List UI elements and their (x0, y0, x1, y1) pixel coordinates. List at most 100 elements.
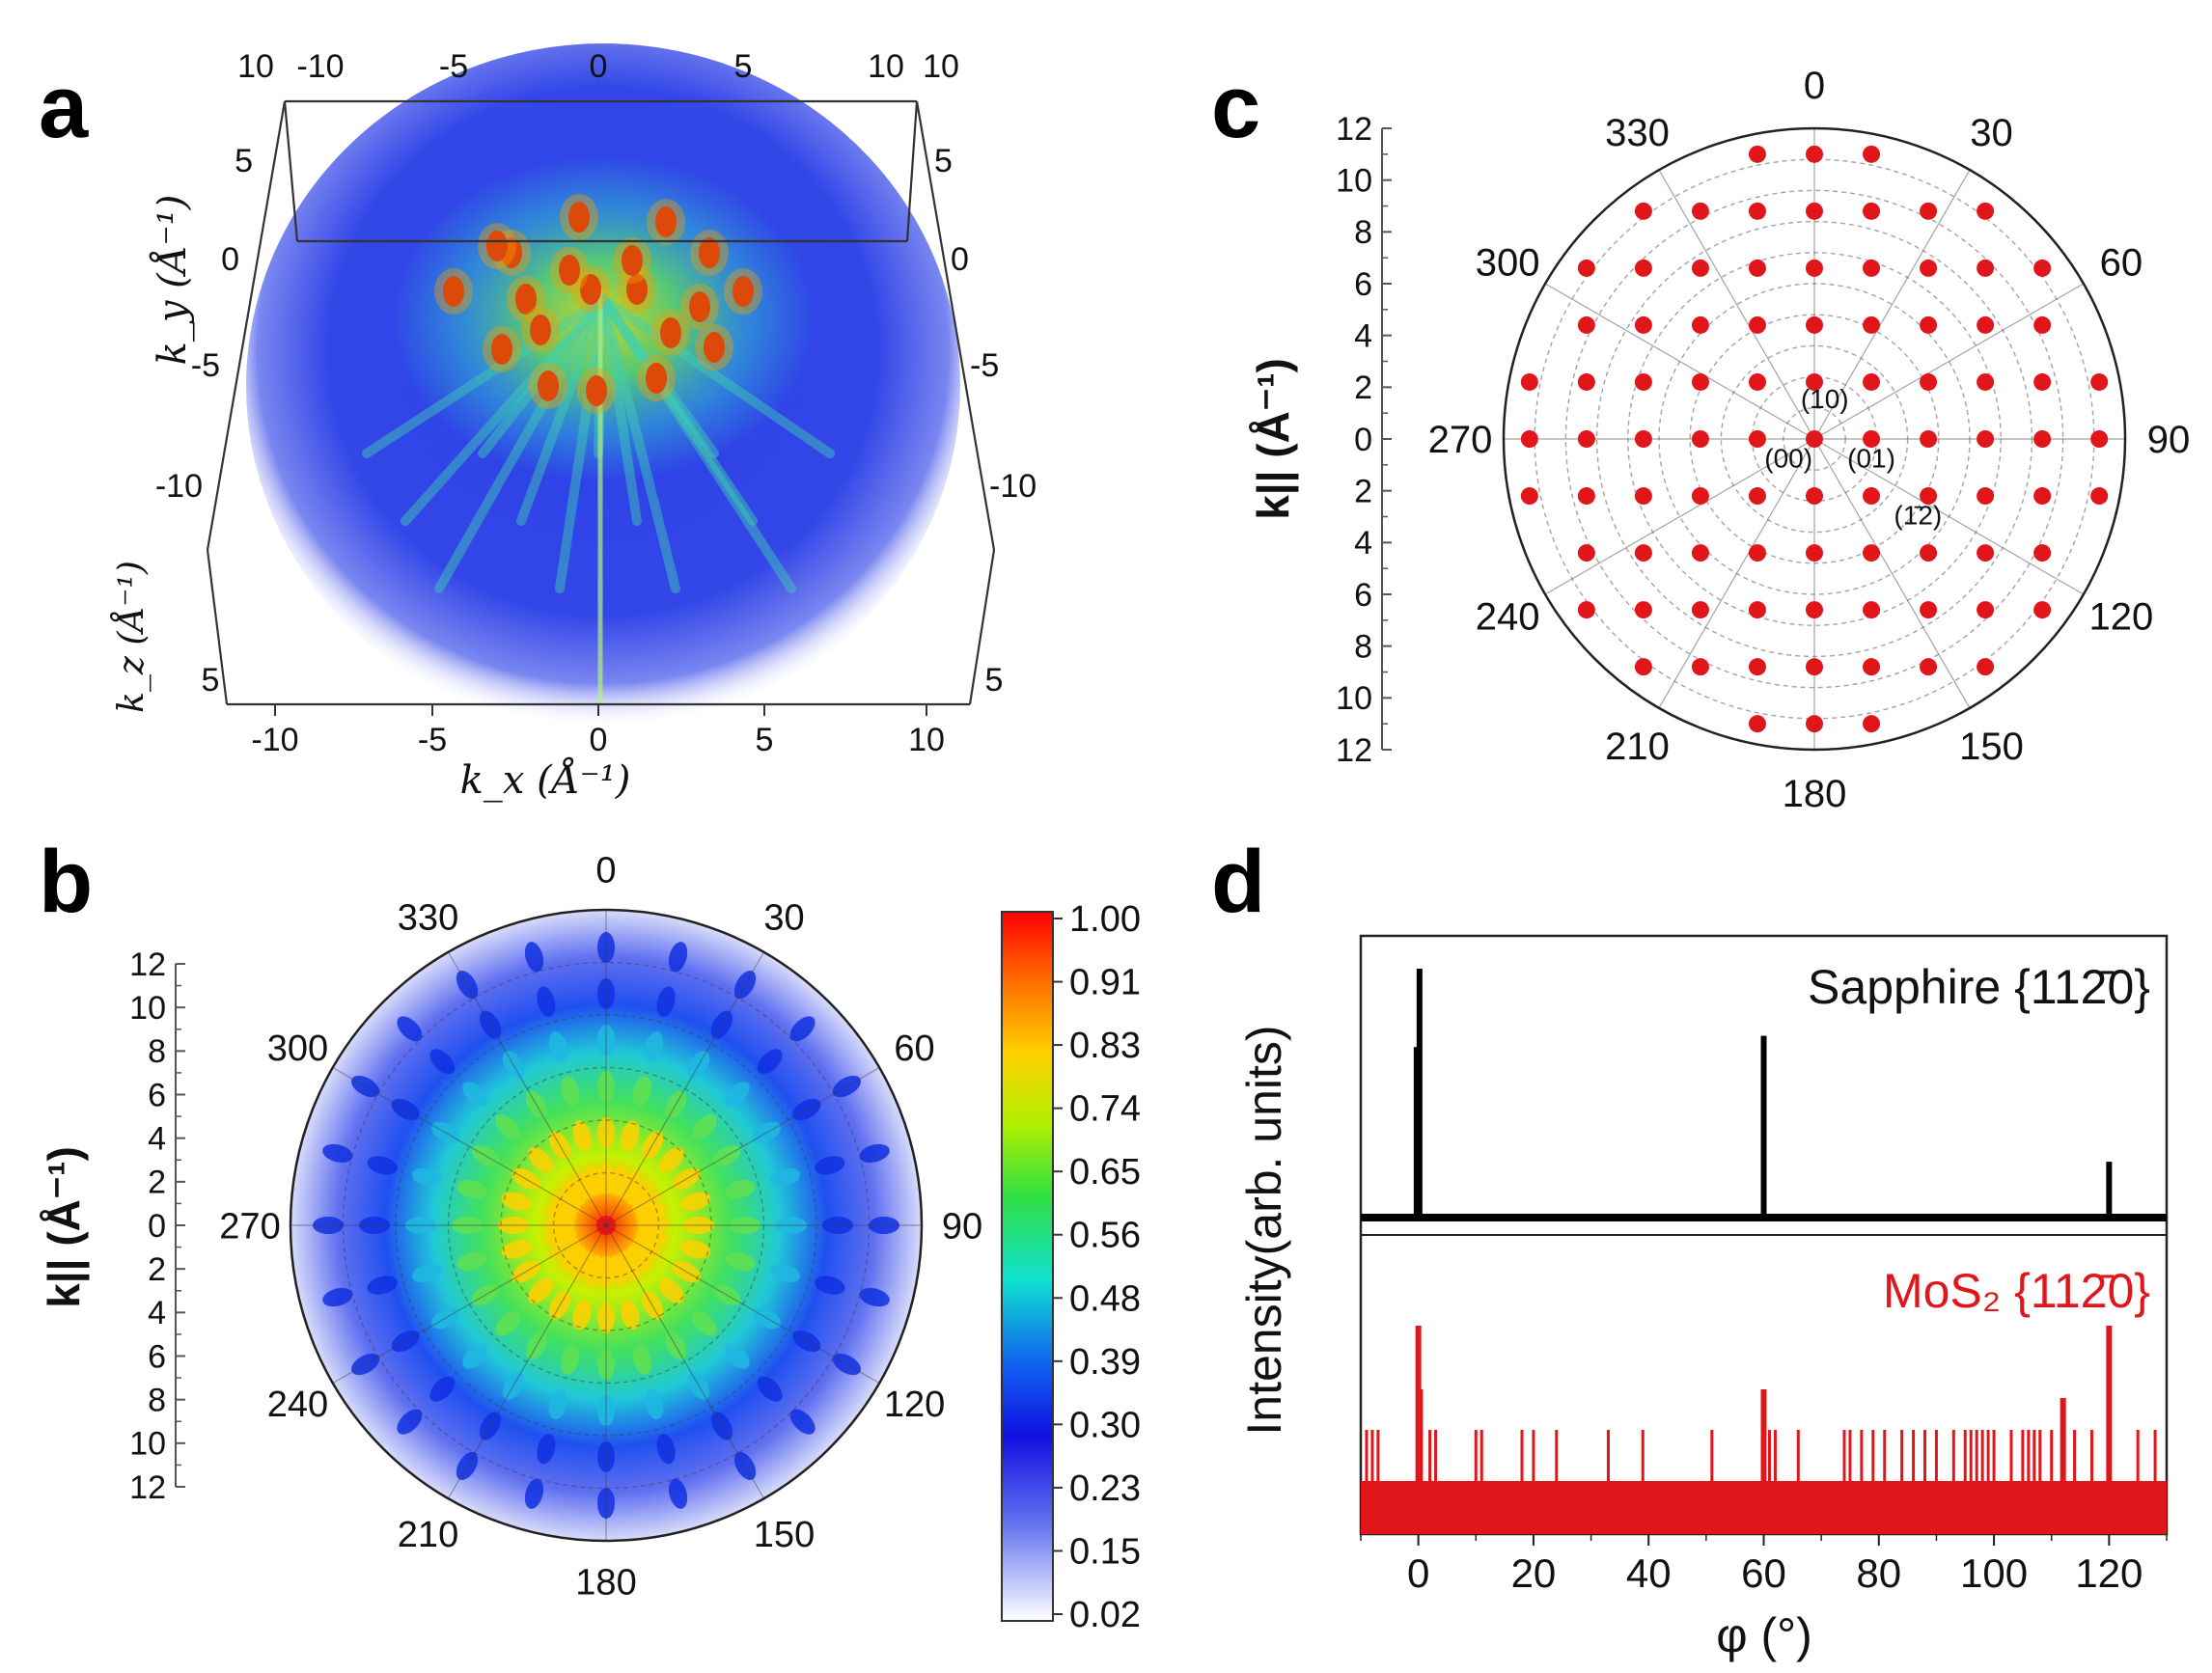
grid-ring (447, 1066, 765, 1385)
heatmap-spot (668, 1478, 688, 1509)
k-axis-tick-label: 6 (1354, 577, 1372, 614)
heatmap-spot (548, 1388, 567, 1420)
grid-spoke (447, 951, 607, 1226)
x-tick-label: 80 (1856, 1550, 1901, 1596)
streak (598, 294, 835, 458)
heatmap-spot (548, 1291, 571, 1320)
angle-label: 210 (398, 1515, 458, 1555)
mos2-noise-spike (1479, 1430, 1483, 1481)
heatmap-spot (724, 1343, 750, 1369)
colorbar-tick-label: 0.23 (1069, 1468, 1141, 1509)
heatmap-spot (359, 1217, 390, 1234)
box-frame (206, 99, 996, 706)
ky-tick-label-left: -5 (191, 347, 220, 384)
ky-tick-label-left: 5 (235, 143, 253, 179)
heatmap-spot (710, 1412, 733, 1440)
k-axis-tick-label: 4 (148, 1295, 166, 1331)
heatmap-spot (597, 1395, 615, 1426)
heatmap-spot (792, 1098, 821, 1121)
heatmap-spot (411, 1264, 443, 1283)
lattice-spot (1634, 658, 1652, 676)
angle-label: 330 (1605, 112, 1670, 154)
k-axis-tick-label: 10 (129, 990, 166, 1027)
heatmap-spot (405, 1217, 436, 1234)
hot-spot-halo (507, 276, 545, 322)
heatmap-spot (471, 1283, 500, 1306)
lattice-spot (2033, 430, 2052, 448)
heatmap-spot (691, 1310, 717, 1336)
heatmap-spots (313, 932, 899, 1519)
streak (598, 294, 642, 526)
heatmap-spot (502, 1371, 525, 1400)
streak (555, 294, 608, 593)
lattice-spot (1748, 259, 1766, 277)
lattice-spot (1806, 544, 1823, 562)
heatmap-spot (691, 1114, 717, 1140)
lattice-spots (1520, 145, 2109, 733)
heatmap-spot (498, 1217, 529, 1234)
heatmap-spot (733, 971, 757, 1000)
heatmap-spot (397, 1016, 423, 1042)
mos2-noise-spike (1376, 1430, 1380, 1481)
k-parallel-label-c: k|| (Å⁻¹) (1248, 358, 1298, 520)
grid-spoke (1658, 438, 1815, 709)
colorbar-tick-label: 1.00 (1069, 899, 1141, 940)
lattice-spot (1634, 372, 1652, 391)
heatmap-spot (687, 1051, 710, 1080)
heatmap-spot (645, 1388, 664, 1420)
k-axis-tick-label: 12 (1336, 111, 1372, 148)
lattice-spot (1863, 544, 1881, 562)
heatmap-spot (725, 1251, 756, 1271)
lattice-spot (1634, 202, 1652, 220)
heatmap-spot (322, 1143, 353, 1164)
grid-spoke (605, 1224, 765, 1499)
heatmap-spot (752, 1121, 781, 1144)
mos2-noise-spike (2050, 1430, 2054, 1481)
heatmap-spot (752, 1306, 781, 1330)
heatmap-spot (367, 1275, 398, 1295)
heatmap-spot (641, 1131, 664, 1160)
angle-label: 60 (2100, 242, 2143, 285)
lattice-spot (1920, 658, 1938, 676)
heatmap-spot (462, 1082, 488, 1108)
heatmap-spot (313, 1217, 344, 1234)
heatmap-spot (367, 1156, 398, 1175)
hot-spot (689, 291, 710, 322)
lattice-spot (1863, 715, 1881, 733)
lattice-spot (1806, 601, 1823, 619)
mos2-noise-spike (2032, 1430, 2036, 1481)
spot-label: (00) (1764, 444, 1812, 474)
hot-spot (626, 274, 648, 305)
heatmap-spot (524, 942, 544, 973)
top-tick-label: -5 (439, 48, 468, 85)
heatmap-spot (528, 1147, 554, 1173)
heatmap-spot (597, 1303, 615, 1333)
heatmap-spot (512, 1260, 540, 1283)
k-axis-c: 12 10 8 6 4 2 0 2 4 6 8 10 12 (1336, 111, 1392, 769)
grid-spoke (1658, 169, 1815, 440)
lattice-spot (1920, 601, 1938, 619)
hot-spot-halo (571, 266, 610, 313)
lattice-spot (2090, 487, 2109, 506)
heatmap-spot (456, 1451, 479, 1480)
lattice-spot (1920, 202, 1938, 220)
heatmap-spot (625, 1245, 651, 1271)
lattice-spot (1748, 372, 1766, 391)
heatmap-spot (712, 1144, 741, 1167)
lattice-spot (1520, 372, 1538, 391)
streak (401, 294, 608, 526)
hot-spot-halo (478, 223, 516, 269)
grid-spoke (447, 1224, 607, 1499)
mos2-noise-spike (1428, 1430, 1432, 1481)
angle-labels-b: 0 30 60 90 120 150 180 210 240 270 300 330 (219, 850, 982, 1603)
heatmap-spot (656, 986, 676, 1017)
lattice-spot (1863, 145, 1881, 163)
top-tick-label: 10 (237, 48, 274, 85)
mos2-noise-spike (1641, 1430, 1645, 1481)
heatmap-spot (656, 1434, 676, 1465)
lattice-spot (1520, 487, 1538, 506)
heatmap-spot (429, 1376, 456, 1402)
heatmap-spot (597, 1441, 615, 1472)
colorbar-tick-label: 0.56 (1069, 1216, 1141, 1256)
